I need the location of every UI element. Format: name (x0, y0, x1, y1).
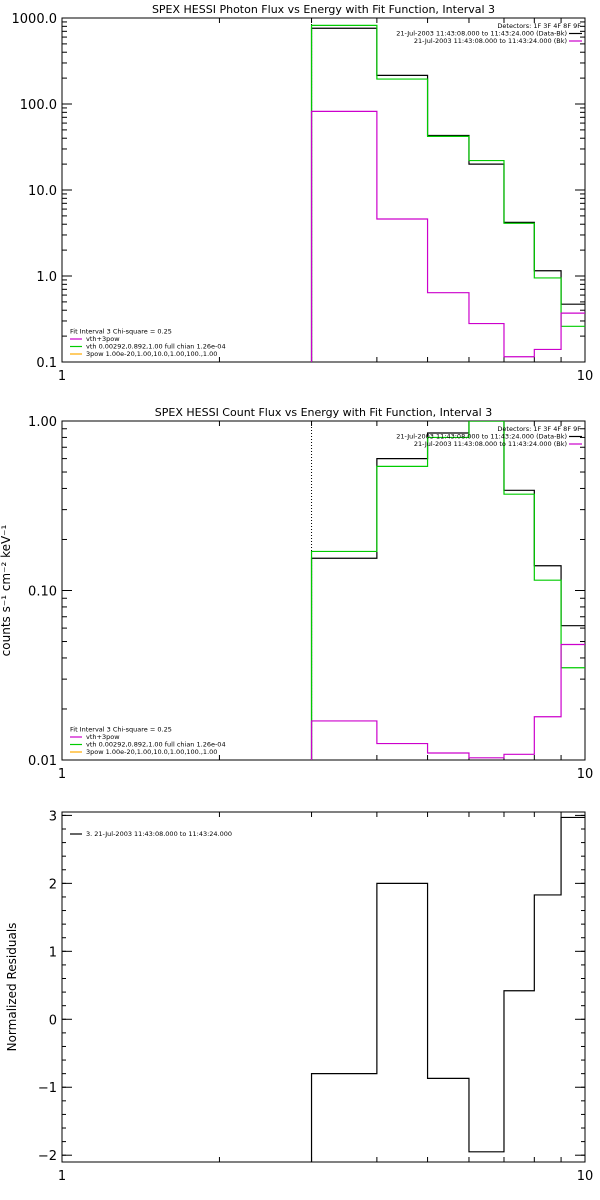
y-tick-label: 0.01 (28, 754, 57, 769)
plot-frame (61, 420, 586, 761)
legend-left-entry: 3. 21-Jul-2003 11:43:08.000 to 11:43:24.… (86, 830, 232, 838)
panel-1: SPEX HESSI Photon Flux vs Energy with Fi… (12, 3, 594, 384)
y-tick-label: −2 (38, 1149, 57, 1164)
y-tick-label: 1 (49, 945, 57, 960)
series-data-bk-line (310, 27, 585, 362)
y-axis-label: counts s⁻¹ cm⁻² keV⁻¹ (0, 524, 13, 656)
x-tick-label: 1 (58, 1169, 66, 1184)
legend-right-entry: 21-Jul-2003 11:43:08.000 to 11:43:24.000… (396, 30, 567, 38)
plot-data (310, 421, 585, 760)
legend-left-entry: vth 0.00292,0.892,1.00 full chian 1.26e-… (86, 343, 226, 351)
y-tick-label: 10.0 (28, 184, 57, 199)
legend-right-entry: 21-Jul-2003 11:43:08.000 to 11:43:24.000… (414, 440, 567, 448)
y-tick-label: 1000.0 (12, 12, 58, 27)
legend-left-entry: vth+3pow (86, 733, 120, 741)
legend-right-entry: Detectors: 1F 3F 4F 8F 9F (497, 22, 581, 30)
chart-title: SPEX HESSI Photon Flux vs Energy with Fi… (152, 3, 495, 16)
y-tick-label: −1 (38, 1081, 57, 1096)
series-bk-line (310, 110, 585, 362)
plot-frame (61, 17, 586, 363)
x-tick-label: 1 (58, 767, 66, 782)
y-tick-label: 0.10 (28, 585, 57, 600)
panel-3: Normalized Residuals −2 −1 0 1 2 3 1 10 3. 21-Jul… (5, 809, 593, 1184)
legend-left-entry: Fit Interval 3 Chi-square = 0.25 (70, 726, 172, 734)
y-tick-label: 0.1 (36, 356, 57, 371)
series-bk-line (310, 643, 585, 760)
x-tick-label: 10 (577, 1169, 594, 1184)
series-data-bk-line (310, 421, 585, 760)
series-fit-line (310, 24, 585, 362)
x-tick-label: 1 (58, 369, 66, 384)
legend-left-entry: vth+3pow (86, 335, 120, 343)
plot-data (310, 18, 585, 362)
y-axis-label: Normalized Residuals (5, 923, 19, 1052)
y-tick-label: 2 (49, 877, 57, 892)
legend-left-entry: Fit Interval 3 Chi-square = 0.25 (70, 328, 172, 336)
legend-right-entry: 21-Jul-2003 11:43:08.000 to 11:43:24.000… (414, 37, 567, 45)
x-tick-label: 10 (577, 369, 594, 384)
series-residuals-line (310, 816, 585, 1162)
plot-frame (61, 811, 586, 1163)
legend-left-entry: vth 0.00292,0.892,1.00 full chian 1.26e-… (86, 741, 226, 749)
chart-title: SPEX HESSI Count Flux vs Energy with Fit… (155, 406, 492, 419)
y-tick-label: 0 (49, 1013, 57, 1028)
y-tick-label: 100.0 (20, 98, 57, 113)
y-tick-label: 3 (49, 809, 57, 824)
series-fit-line (310, 421, 585, 760)
legend-right-entry: Detectors: 1F 3F 4F 8F 9F (497, 425, 581, 433)
legend-left-entry: 3pow 1.00e-20,1.00,10.0,1.00,100.,1.00 (86, 350, 217, 358)
panel-2: SPEX HESSI Count Flux vs Energy with Fit… (0, 406, 593, 782)
legend-left-entry: 3pow 1.00e-20,1.00,10.0,1.00,100.,1.00 (86, 748, 217, 756)
y-tick-label: 1.0 (36, 270, 57, 285)
plot-data (310, 816, 585, 1162)
x-tick-label: 10 (577, 767, 594, 782)
legend-right-entry: 21-Jul-2003 11:43:08.000 to 11:43:24.000… (396, 433, 567, 441)
y-tick-label: 1.00 (28, 415, 57, 430)
